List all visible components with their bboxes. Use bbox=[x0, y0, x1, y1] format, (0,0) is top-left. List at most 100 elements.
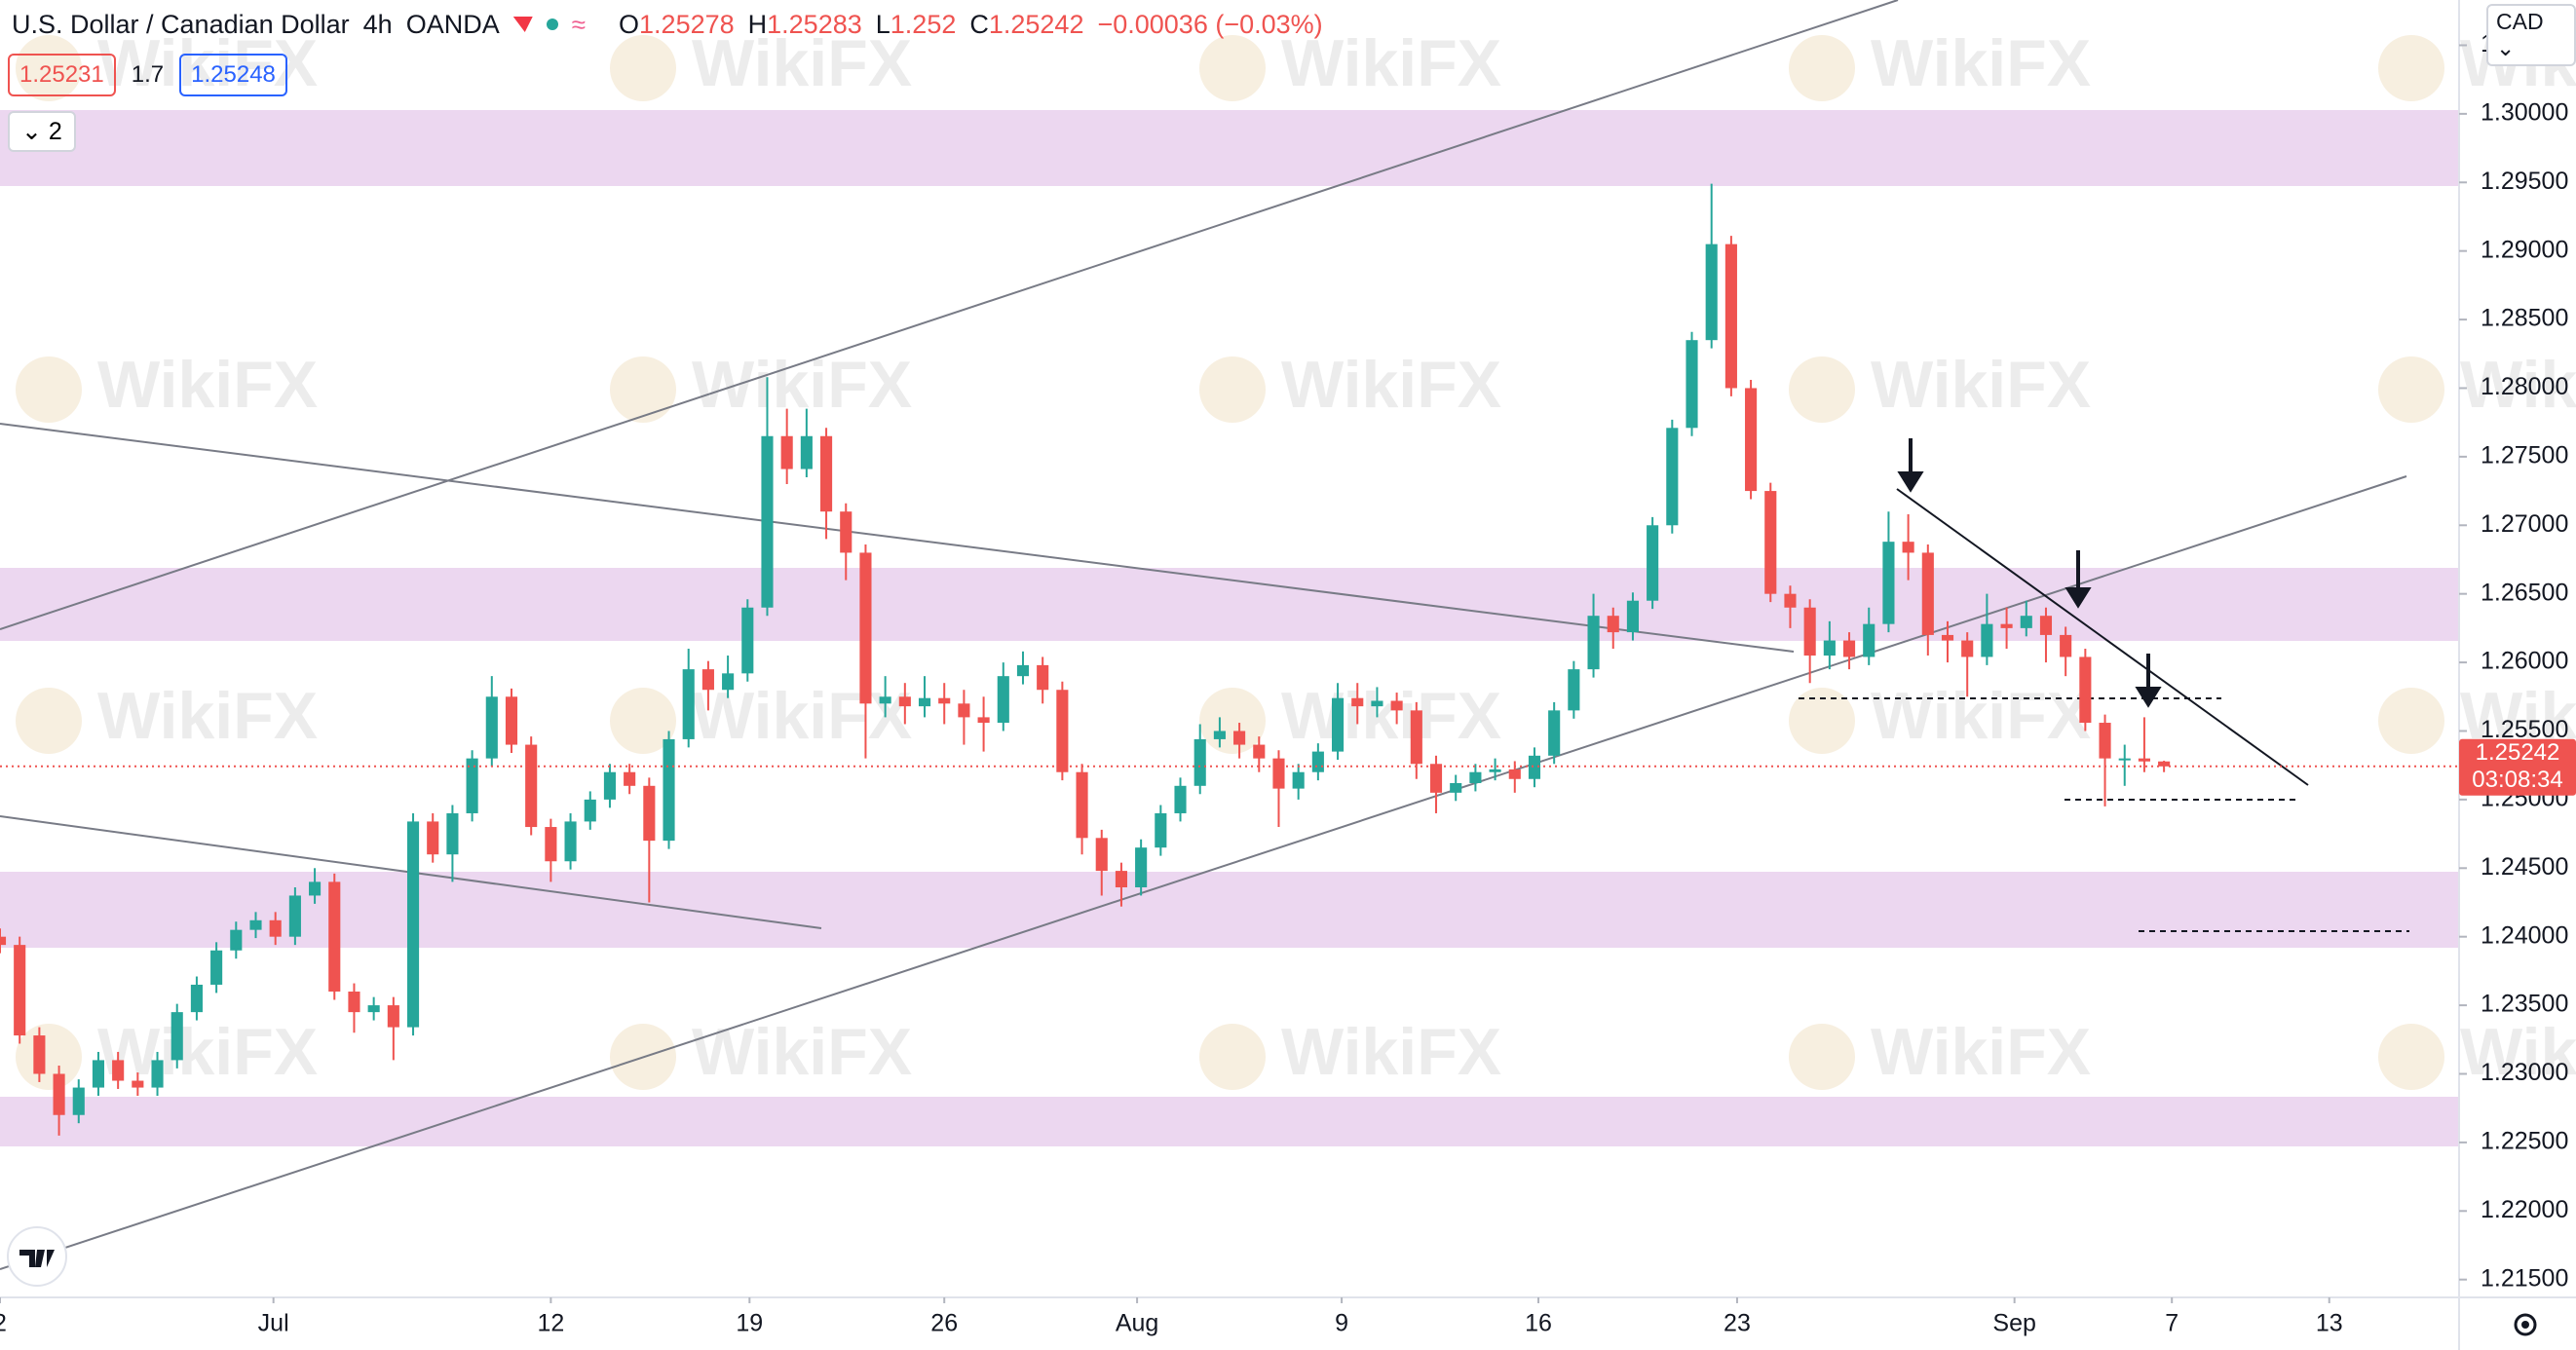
candle-body bbox=[466, 758, 478, 813]
candle-body bbox=[2060, 634, 2072, 657]
candle-body bbox=[288, 895, 301, 937]
candle-body bbox=[1548, 710, 1561, 756]
candle-body bbox=[249, 919, 262, 930]
watermark: WikiFX bbox=[97, 26, 318, 100]
high-label: H bbox=[747, 9, 768, 39]
candle-body bbox=[1745, 388, 1758, 492]
candle-body bbox=[1429, 764, 1443, 793]
candle-body bbox=[584, 799, 596, 822]
settings-icon[interactable] bbox=[2514, 1313, 2537, 1336]
legend-header: U.S. Dollar / Canadian Dollar 4h OANDA ≈… bbox=[12, 6, 1323, 43]
countdown: 03:08:34 bbox=[2472, 767, 2562, 793]
indicators-toggle[interactable]: ⌄ 2 bbox=[8, 111, 76, 152]
currency: CAD bbox=[2496, 9, 2544, 34]
currency-button[interactable]: CAD ⌄ bbox=[2486, 4, 2576, 66]
watermark: WikiFX bbox=[1871, 348, 2091, 422]
bid[interactable]: 1.25231 bbox=[8, 54, 116, 96]
candle-body bbox=[1587, 616, 1600, 670]
watermark-logo bbox=[1789, 1024, 1855, 1090]
candle-body bbox=[1666, 428, 1679, 526]
candle-body bbox=[14, 945, 26, 1036]
candle-body bbox=[1253, 744, 1266, 759]
y-tick-label: 1.30000 bbox=[2481, 98, 2568, 126]
watermark-logo bbox=[1789, 35, 1855, 101]
candle-body bbox=[1056, 690, 1069, 772]
candle-body bbox=[309, 881, 322, 896]
candle-body bbox=[1764, 491, 1777, 594]
candle-body bbox=[840, 511, 852, 553]
watermark: WikiFX bbox=[2460, 348, 2576, 422]
y-tick-label: 1.26500 bbox=[2481, 579, 2568, 606]
candle-body bbox=[2158, 761, 2171, 767]
candle-body bbox=[780, 435, 793, 469]
x-tick-label: 13 bbox=[2316, 1310, 2343, 1337]
watermark: WikiFX bbox=[1281, 1015, 1501, 1089]
ask[interactable]: 1.25248 bbox=[179, 54, 287, 96]
y-tick-label: 1.28000 bbox=[2481, 373, 2568, 400]
x-tick-label: 7 bbox=[2165, 1310, 2178, 1337]
candle-body bbox=[624, 771, 636, 786]
candle-body bbox=[701, 669, 714, 691]
watermark: WikiFX bbox=[1281, 26, 1501, 100]
watermark-logo bbox=[16, 688, 82, 754]
candle-body bbox=[1568, 669, 1580, 711]
candle-body bbox=[1784, 593, 1797, 608]
candle-body bbox=[505, 696, 518, 745]
x-tick-label: 12 bbox=[537, 1310, 564, 1337]
candle-body bbox=[820, 435, 833, 512]
candle-body bbox=[1607, 616, 1619, 633]
candle-body bbox=[2079, 656, 2092, 724]
arrow-head bbox=[2065, 587, 2092, 609]
gear[interactable] bbox=[2514, 1313, 2537, 1336]
wave-icon: ≈ bbox=[571, 9, 587, 39]
candle-body bbox=[1390, 700, 1403, 711]
candle-body bbox=[1095, 838, 1108, 872]
resistance-zone bbox=[0, 110, 2459, 186]
candle-body bbox=[1213, 731, 1226, 739]
candle-body bbox=[1155, 812, 1167, 848]
close-value: 1.25242 bbox=[988, 9, 1084, 39]
trend-line bbox=[1896, 488, 2309, 786]
candle-body bbox=[682, 669, 695, 739]
candle-body bbox=[1292, 771, 1305, 789]
candle-body bbox=[545, 827, 557, 862]
candle-body bbox=[603, 771, 617, 800]
candles bbox=[0, 183, 2171, 1136]
resistance-zone bbox=[0, 568, 2459, 641]
arrow-head bbox=[2135, 687, 2162, 708]
y-tick-label: 1.21500 bbox=[2481, 1264, 2568, 1292]
candle-body bbox=[151, 1060, 164, 1088]
watermark-logo bbox=[1789, 688, 1855, 754]
candle-body bbox=[1174, 785, 1187, 813]
candle-body bbox=[1272, 758, 1285, 789]
candle-body bbox=[1882, 542, 1895, 624]
candle-body bbox=[53, 1073, 65, 1115]
candle-body bbox=[918, 697, 931, 707]
y-tick-label: 1.24500 bbox=[2481, 853, 2568, 881]
candle-body bbox=[269, 919, 282, 937]
candle-body bbox=[1193, 738, 1206, 786]
y-tick-label: 1.27500 bbox=[2481, 441, 2568, 469]
support-zone bbox=[0, 1097, 2459, 1146]
candle-body bbox=[741, 607, 754, 674]
flag-icon bbox=[512, 17, 533, 32]
watermark-logo bbox=[16, 35, 82, 101]
x-tick-label: 26 bbox=[930, 1310, 958, 1337]
y-tick-label: 1.29500 bbox=[2481, 168, 2568, 195]
candle-body bbox=[132, 1080, 144, 1088]
candle-body bbox=[2039, 616, 2053, 635]
watermarks: WikiFX WikiFX WikiFX WikiFX WikiFX WikiFX Wiki… bbox=[16, 26, 2576, 1090]
candle-body bbox=[210, 950, 223, 985]
candle-body bbox=[0, 936, 7, 946]
candle-body bbox=[1037, 664, 1049, 691]
x-tick-label: Jul bbox=[258, 1310, 289, 1337]
candle-body bbox=[1863, 623, 1875, 657]
candle-body bbox=[1647, 525, 1659, 601]
candle-body bbox=[1961, 640, 1974, 657]
watermark: WikiFX bbox=[1281, 679, 1501, 753]
candle-body bbox=[1941, 634, 1954, 641]
candle-body bbox=[1311, 751, 1324, 772]
x-tick-label: 9 bbox=[1335, 1310, 1348, 1337]
candle-body bbox=[190, 984, 203, 1013]
candle-body bbox=[1135, 847, 1148, 887]
